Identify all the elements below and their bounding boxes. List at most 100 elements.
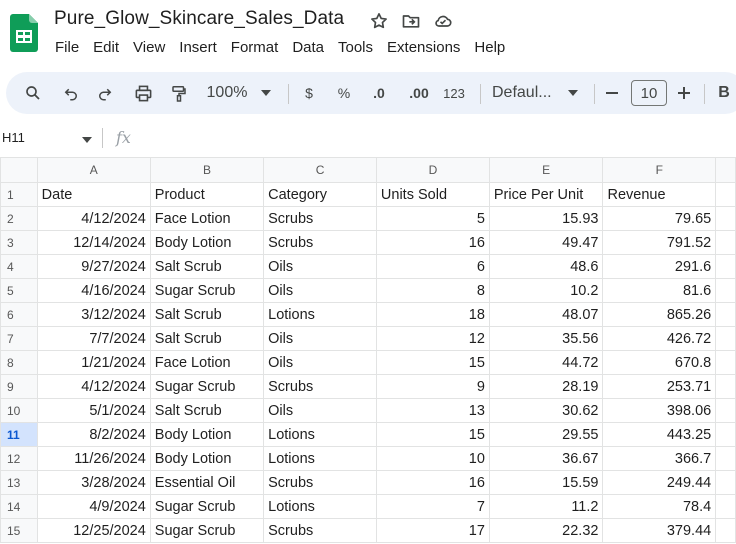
print-icon[interactable] [130,72,156,114]
cell[interactable]: Category [263,182,377,207]
cell[interactable]: 36.67 [488,446,604,471]
undo-icon[interactable] [58,72,84,114]
menu-help[interactable]: Help [474,39,506,56]
cell[interactable] [715,254,736,279]
cell[interactable]: Oils [263,278,377,303]
cell[interactable]: 8/2/2024 [36,422,151,447]
cell[interactable]: Scrubs [263,470,377,495]
star-icon[interactable] [368,10,390,32]
row-header[interactable]: 2 [0,206,38,231]
cell[interactable]: 6 [375,254,490,279]
row-header[interactable]: 6 [0,302,38,327]
more-formats-button[interactable]: 123 [443,85,465,101]
cell[interactable]: Body Lotion [149,446,265,471]
cell[interactable] [715,422,736,447]
cell[interactable]: Revenue [602,182,717,207]
column-header-b[interactable]: B [149,157,265,183]
cell[interactable]: 7/7/2024 [36,326,151,351]
cell[interactable]: 29.55 [488,422,604,447]
cell[interactable] [715,398,736,423]
row-header[interactable]: 10 [0,398,38,423]
column-header-g[interactable] [715,157,736,183]
row-header[interactable]: 3 [0,230,38,255]
cell[interactable]: Salt Scrub [149,326,265,351]
cell[interactable]: 8 [375,278,490,303]
menu-insert[interactable]: Insert [179,39,217,56]
cell[interactable]: 30.62 [488,398,604,423]
cell[interactable]: 48.07 [488,302,604,327]
cell[interactable]: 670.8 [602,350,717,375]
cell[interactable] [715,374,736,399]
cell[interactable] [715,470,736,495]
move-folder-icon[interactable] [400,10,422,32]
cell[interactable]: 4/12/2024 [36,206,151,231]
cell[interactable]: 44.72 [488,350,604,375]
row-header[interactable]: 15 [0,518,38,543]
cell[interactable]: Oils [263,398,377,423]
search-menus-icon[interactable] [20,72,46,114]
cell[interactable]: Salt Scrub [149,398,265,423]
cell[interactable]: Lotions [263,446,377,471]
cell[interactable]: 9 [375,374,490,399]
cell[interactable]: Face Lotion [149,350,265,375]
cell[interactable]: 253.71 [602,374,717,399]
paint-format-icon[interactable] [166,72,192,114]
cell[interactable] [715,206,736,231]
cell[interactable]: Salt Scrub [149,254,265,279]
row-header[interactable]: 13 [0,470,38,495]
row-header[interactable]: 9 [0,374,38,399]
cell[interactable] [715,326,736,351]
increase-decimal-button[interactable]: .00 [404,72,434,114]
formula-input[interactable] [148,126,728,150]
cell[interactable]: 16 [375,470,490,495]
cell[interactable]: 35.56 [488,326,604,351]
cell[interactable]: 1/21/2024 [36,350,151,375]
cell[interactable]: 28.19 [488,374,604,399]
cell[interactable]: Scrubs [263,206,377,231]
cell[interactable] [715,278,736,303]
cell[interactable]: 379.44 [602,518,717,543]
cell[interactable]: 4/12/2024 [36,374,151,399]
bold-button[interactable]: B [718,84,730,101]
column-header-f[interactable]: F [602,157,717,183]
cell[interactable]: Body Lotion [149,230,265,255]
cell[interactable]: Sugar Scrub [149,518,265,543]
row-header[interactable]: 4 [0,254,38,279]
cell[interactable]: 10.2 [488,278,604,303]
cell[interactable]: Oils [263,326,377,351]
cell[interactable]: 16 [375,230,490,255]
cell[interactable]: Scrubs [263,374,377,399]
cell[interactable]: Sugar Scrub [149,494,265,519]
column-header-a[interactable]: A [36,157,151,183]
cell[interactable]: Body Lotion [149,422,265,447]
cell[interactable] [715,446,736,471]
decrease-decimal-button[interactable]: .0 [366,72,392,114]
cell[interactable]: 12/14/2024 [36,230,151,255]
document-title[interactable]: Pure_Glow_Skincare_Sales_Data [54,8,345,29]
cell[interactable]: Sugar Scrub [149,374,265,399]
cloud-saved-icon[interactable] [432,10,454,32]
select-all-corner[interactable] [0,157,38,183]
cell[interactable]: 15 [375,422,490,447]
column-header-e[interactable]: E [488,157,604,183]
cell[interactable]: 249.44 [602,470,717,495]
cell[interactable]: 11.2 [488,494,604,519]
cell[interactable] [715,518,736,543]
menu-format[interactable]: Format [230,39,279,56]
menu-tools[interactable]: Tools [338,39,374,56]
cell[interactable]: 366.7 [602,446,717,471]
cell[interactable]: 15 [375,350,490,375]
row-header[interactable]: 12 [0,446,38,471]
cell[interactable]: 5 [375,206,490,231]
cell[interactable]: 865.26 [602,302,717,327]
column-header-c[interactable]: C [263,157,377,183]
menu-edit[interactable]: Edit [93,39,120,56]
sheets-logo-icon[interactable] [10,14,38,52]
cell[interactable]: 81.6 [602,278,717,303]
cell[interactable]: Essential Oil [149,470,265,495]
cell[interactable]: Lotions [263,302,377,327]
row-header[interactable]: 5 [0,278,38,303]
cell[interactable]: 3/12/2024 [36,302,151,327]
cell[interactable]: Product [149,182,265,207]
cell[interactable]: 17 [375,518,490,543]
